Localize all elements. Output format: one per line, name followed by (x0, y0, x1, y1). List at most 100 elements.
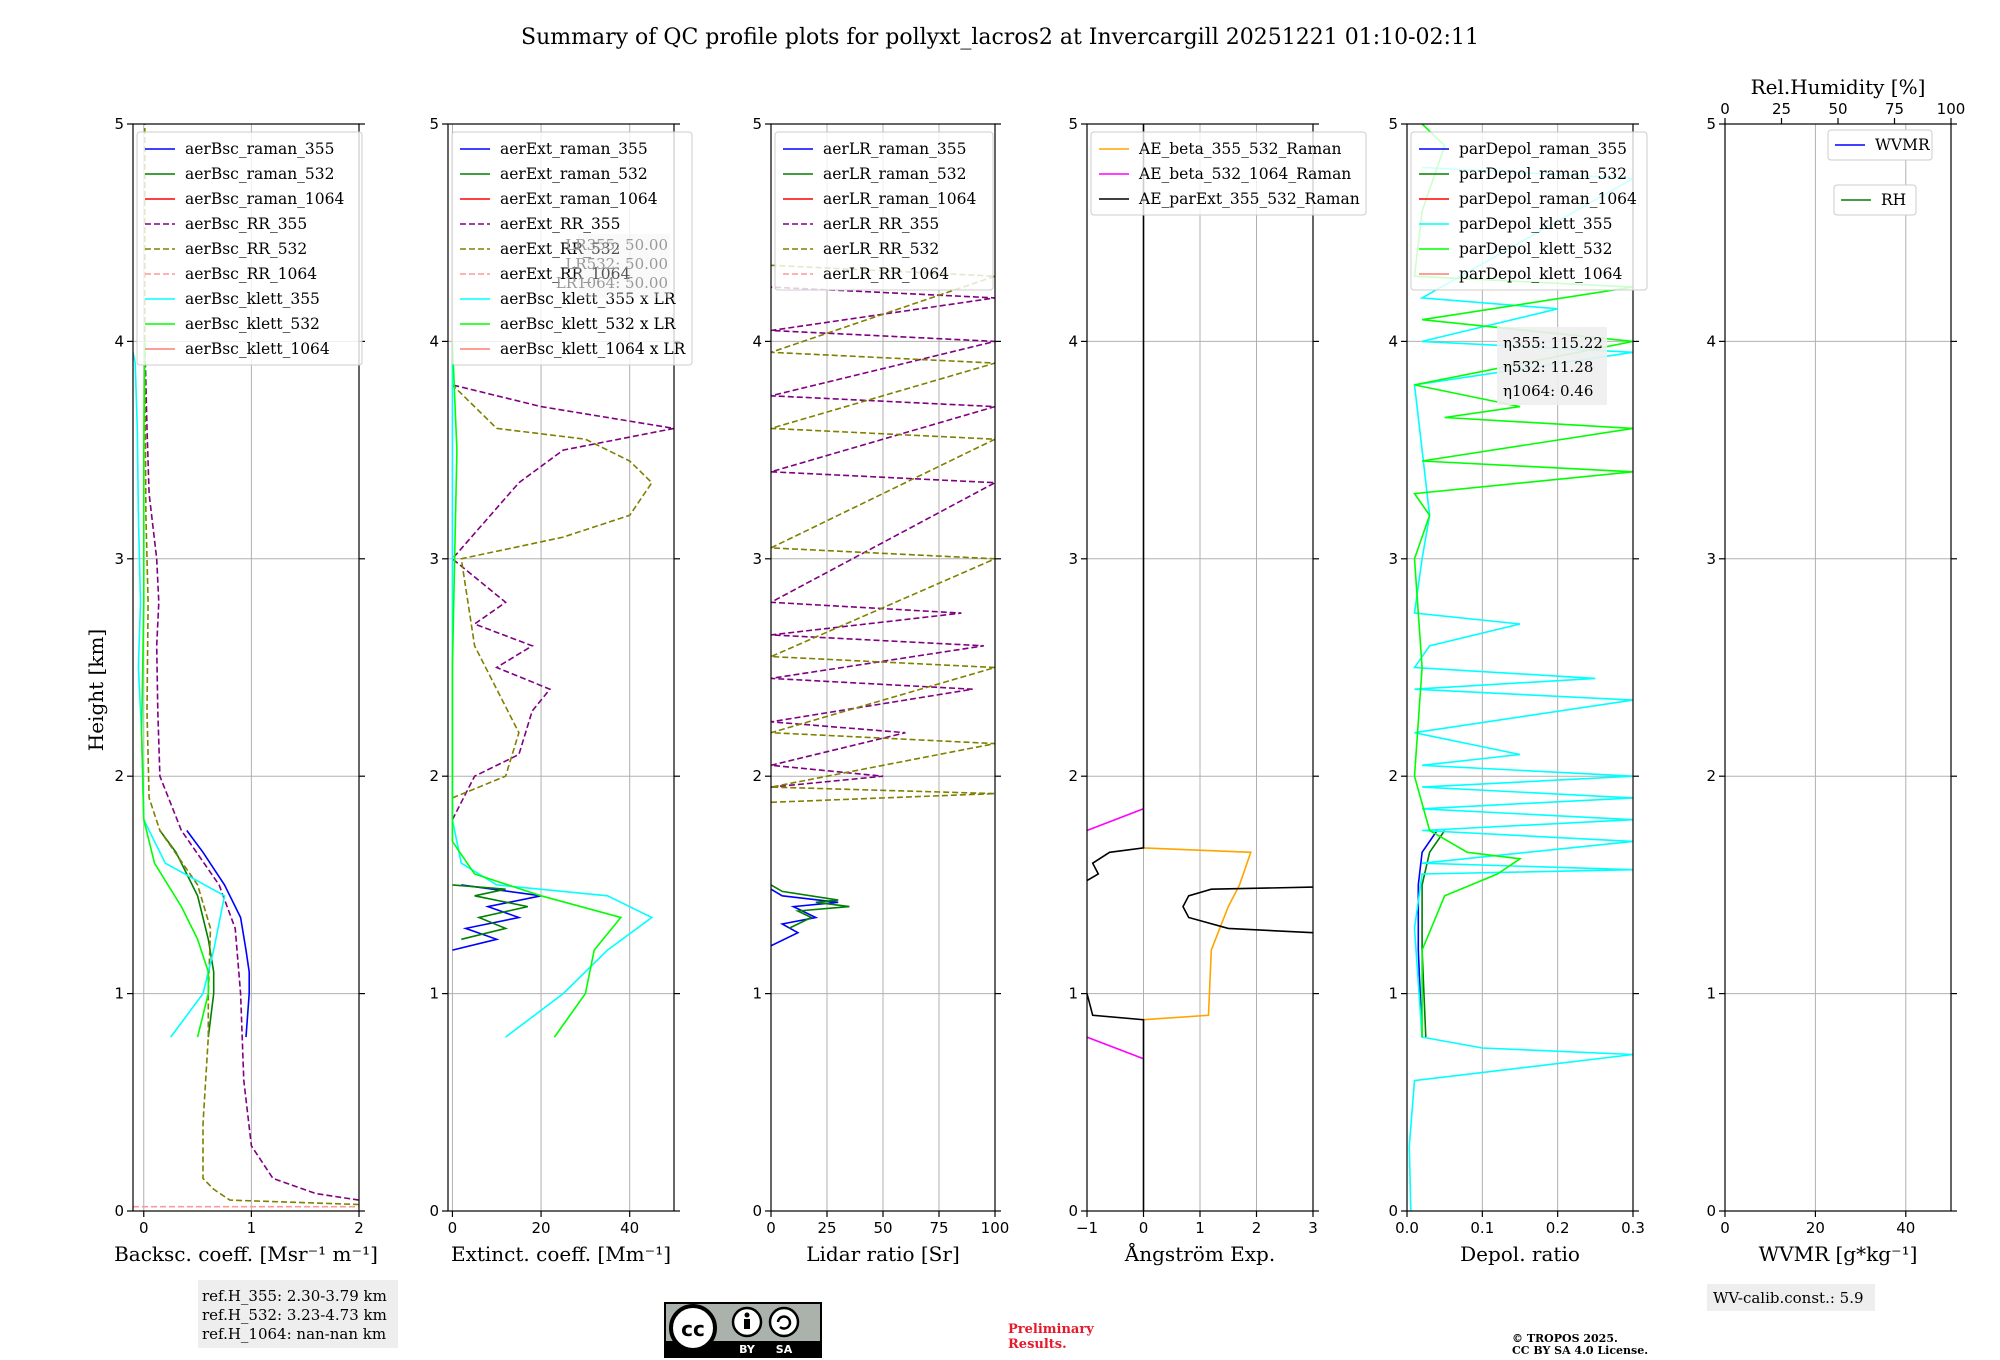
ytick-label: 0 (1706, 1202, 1716, 1220)
series-aerExt_raman_532 (452, 884, 528, 941)
ytick-label: 2 (1068, 767, 1078, 785)
legend-label: aerBsc_RR_1064 (185, 265, 317, 283)
legend-label: aerBsc_klett_1064 (185, 340, 330, 358)
panel-2: 0 1 2 3 4 5 0 20 40 Extinct. coeff. [Mm⁻¹] aerExt_… (429, 115, 693, 1266)
ytick-label: 1 (429, 985, 439, 1003)
legend-label: aerExt_raman_532 (500, 165, 648, 183)
xtick-label: 50 (873, 1219, 892, 1237)
xtick-label: 0.1 (1470, 1219, 1494, 1237)
legend-box (1410, 131, 1648, 291)
preliminary-line-1: Preliminary (1008, 1322, 1094, 1337)
legend-label: aerBsc_raman_355 (185, 140, 335, 158)
eta-info-line: η355: 115.22 (1503, 334, 1603, 352)
preliminary-note: Preliminary Results. (1008, 1322, 1094, 1352)
legend-label: aerExt_raman_355 (500, 140, 648, 158)
legend-box (136, 131, 363, 366)
x-axis-label: Depol. ratio (1460, 1242, 1580, 1266)
lr-info-bg (578, 234, 670, 298)
ytick-label: 3 (1388, 550, 1398, 568)
xtick-label: −1 (1076, 1219, 1098, 1237)
ref-height-532: ref.H_532: 3.23-4.73 km (202, 1306, 387, 1324)
ytick-label: 5 (752, 115, 762, 133)
lr-info-line: LR1064: 50.00 (556, 274, 668, 292)
series-aerBsc_klett_532 (140, 341, 210, 1038)
axes-frame (447, 123, 675, 1212)
y-axis-label: Height [km] (84, 629, 108, 751)
legend-label: aerExt_RR_532 (500, 240, 621, 258)
xtick-label: 0 (139, 1219, 149, 1237)
series-parDepol_klett_355 (1408, 166, 1633, 1211)
series-aerExt_RR_532 (451, 384, 653, 799)
xtick-label: 3 (1308, 1219, 1318, 1237)
xtick-label: 75 (929, 1219, 948, 1237)
x-axis-label: Ångström Exp. (1124, 1241, 1275, 1266)
legend: parDepol_raman_355 parDepol_raman_532 parD… (1410, 131, 1648, 291)
ytick-label: 3 (752, 550, 762, 568)
ytick-label: 2 (1388, 767, 1398, 785)
ytick-label: 1 (1068, 985, 1078, 1003)
ytick-label: 1 (1706, 985, 1716, 1003)
legend-label: parDepol_klett_532 (1459, 240, 1612, 258)
ytick-label: 0 (429, 1202, 439, 1220)
series-group (133, 124, 359, 1208)
legend-label: aerLR_RR_355 (823, 215, 939, 233)
legend-label: aerBsc_RR_355 (185, 215, 307, 233)
ytick-label: 2 (1706, 767, 1716, 785)
legend-label-rh: RH (1881, 191, 1906, 209)
legend-label: aerExt_RR_1064 (500, 265, 631, 283)
ytick-label: 4 (114, 332, 124, 350)
eta-info-bg (1497, 327, 1607, 405)
copyright-line-1: © TROPOS 2025. (1512, 1332, 1618, 1345)
legend-label: AE_beta_532_1064_Raman (1138, 165, 1351, 183)
ref-heights-box: ref.H_355: 2.30-3.79 km ref.H_532: 3.23-… (198, 1280, 398, 1348)
series-aerLR_RR_355 (771, 286, 995, 788)
ytick-label: 4 (1388, 332, 1398, 350)
legend-label: AE_beta_355_532_Raman (1138, 140, 1341, 158)
legend-label: parDepol_raman_355 (1459, 140, 1627, 158)
ytick-label: 5 (1068, 115, 1078, 133)
sa-text: SA (776, 1343, 793, 1356)
ytick-label: 1 (114, 985, 124, 1003)
series-aerBsc_klett_532 x LR (451, 341, 623, 1038)
legend-label: parDepol_raman_1064 (1459, 190, 1637, 208)
axes-frame (1406, 123, 1634, 1212)
x-axis-label: Lidar ratio [Sr] (806, 1242, 960, 1266)
figure-title: Summary of QC profile plots for pollyxt_… (521, 25, 1479, 50)
lr-info-line: LR532: 50.00 (565, 255, 668, 273)
series-aerLR_raman_532 (771, 884, 850, 930)
ytick-label: 5 (114, 115, 124, 133)
ytick-label: 5 (1706, 115, 1716, 133)
series-aerLR_raman_355 (771, 888, 839, 947)
series-AE_parExt_355_532_Raman_kink (1087, 124, 1145, 882)
xtick-label: 100 (981, 1219, 1010, 1237)
legend-label: aerBsc_klett_355 (185, 290, 320, 308)
ref-height-1064: ref.H_1064: nan-nan km (202, 1325, 386, 1343)
legend-label: aerBsc_klett_1064 x LR (500, 340, 687, 358)
series-aerBsc_raman_532 (159, 830, 215, 1038)
legend-label: parDepol_klett_1064 (1459, 265, 1622, 283)
ytick-label: 2 (114, 767, 124, 785)
top-xtick-label: 75 (1885, 100, 1904, 118)
lr-info-line: LR355: 50.00 (565, 236, 668, 254)
series-AE_beta_355_532_Raman (1143, 847, 1252, 1021)
legend-label-wvmr: WVMR (1875, 136, 1931, 154)
axes-frame (132, 123, 360, 1212)
xtick-label: 0 (448, 1219, 458, 1237)
series-aerLR_RR_532 (771, 264, 995, 804)
series-group (451, 341, 674, 1038)
ytick-label: 1 (752, 985, 762, 1003)
legend-box-wvmr (1827, 129, 1933, 161)
legend-label: aerLR_RR_532 (823, 240, 939, 258)
legend-label: aerBsc_klett_532 x LR (500, 315, 677, 333)
legend-label: AE_parExt_355_532_Raman (1138, 190, 1360, 208)
x-axis-label: Backsc. coeff. [Msr⁻¹ m⁻¹] (114, 1242, 378, 1266)
xtick-label: 0 (1720, 1219, 1730, 1237)
ytick-label: 3 (114, 550, 124, 568)
series-AE_parExt_355_532_Raman_mid (1182, 886, 1313, 934)
top-xtick-label: 0 (1720, 100, 1730, 118)
eta-info-box: η355: 115.22 η532: 11.28 η1064: 0.46 (1497, 327, 1607, 405)
cc-license-badge: cc BY SA (664, 1302, 822, 1358)
